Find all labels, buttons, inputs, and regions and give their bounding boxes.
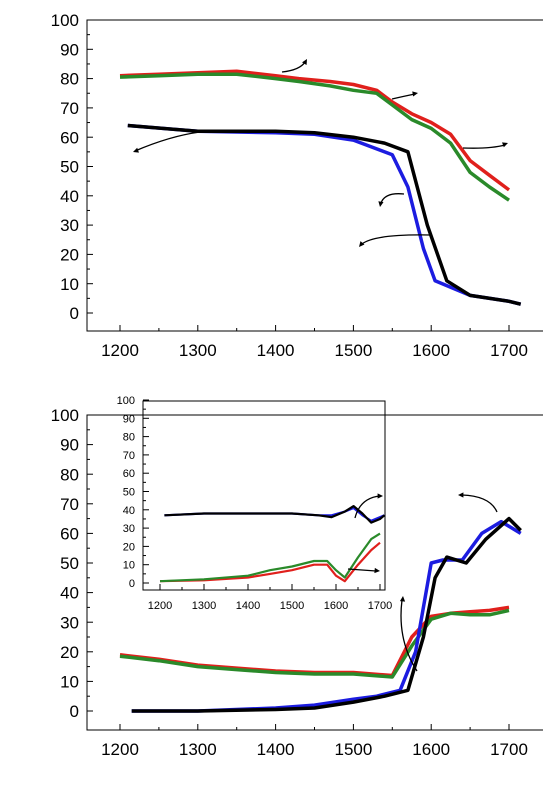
panel-a-x-tick-label: 1400 xyxy=(257,341,295,360)
inset-series-line-2 xyxy=(159,532,381,583)
panel-a-arrow-4 xyxy=(380,193,405,204)
panel-b-arrow-2 xyxy=(461,494,498,513)
panel-b-y-tick-label: 20 xyxy=(60,643,79,662)
panel-b-y-tick-label: 60 xyxy=(60,525,79,544)
panel-b-y-tick-label: 70 xyxy=(60,495,79,514)
panel-b-y-tick-label: 40 xyxy=(60,584,79,603)
inset-y-tick-label: 30 xyxy=(123,523,135,535)
inset-x-tick-label: 1300 xyxy=(192,600,216,612)
panel-a-arrow-3 xyxy=(462,144,506,149)
inset-arrow-1 xyxy=(354,495,381,519)
inset-x-tick-label: 1200 xyxy=(148,600,172,612)
inset-series-line-1 xyxy=(159,541,381,583)
panel-a-y-tick-label: 70 xyxy=(60,99,79,118)
inset-y-tick-label: 70 xyxy=(123,450,135,462)
panel-b-y-tick-label: 90 xyxy=(60,436,79,455)
inset-y-tick-label: 20 xyxy=(123,541,135,553)
panel-a-arrowhead-4 xyxy=(378,201,384,207)
panel-a-arrowhead-1 xyxy=(302,59,307,65)
panel-b-arrowhead-2 xyxy=(458,492,464,498)
panel-b-arrowhead-1 xyxy=(399,596,406,602)
panel-a-arrow-5 xyxy=(361,234,431,245)
panel-a-y-tick-label: 60 xyxy=(60,128,79,147)
panel-b-x-tick-label: 1600 xyxy=(412,740,450,759)
panel-a-x-tick-label: 1300 xyxy=(179,341,217,360)
panel-a-frame xyxy=(86,19,543,332)
inset-arrow-2 xyxy=(347,568,377,572)
panel-b-y-tick-label: 100 xyxy=(51,406,79,425)
inset-y-tick-label: 50 xyxy=(123,486,135,498)
panel-a-y-tick-label: 40 xyxy=(60,187,79,206)
panel-a-y-tick-label: 90 xyxy=(60,40,79,59)
inset-arrowhead-1 xyxy=(377,493,383,499)
panel-b-y-tick-label: 50 xyxy=(60,554,79,573)
panel-b-series-line-2 xyxy=(119,608,510,679)
panel-b-x-tick-label: 1200 xyxy=(101,740,139,759)
panel-b-panel: 1200 1300 1400 1500 1600 1700 0 10 20 30 40 50 60 70 8… xyxy=(51,406,543,759)
panel-b-x-tick-label: 1300 xyxy=(179,740,217,759)
panel-b-x-tick-label: 1500 xyxy=(334,740,372,759)
panel-a-x-tick-label: 1200 xyxy=(101,341,139,360)
inset-x-tick-label: 1600 xyxy=(324,600,348,612)
panel-a-x-tick-label: 1700 xyxy=(490,341,528,360)
panel-a-series-line-1 xyxy=(119,69,511,192)
panel-b-y-tick-label: 0 xyxy=(70,702,79,721)
panel-a-arrowhead-5 xyxy=(359,241,365,247)
inset-x-tick-label: 1700 xyxy=(368,600,392,612)
inset-y-tick-label: 60 xyxy=(123,468,135,480)
panel-a-x-tick-label: 1500 xyxy=(334,341,372,360)
inset-y-tick-label: 0 xyxy=(129,578,135,590)
panel-a-arrow-2 xyxy=(391,93,416,100)
panel-a-annotation-arrow xyxy=(134,131,201,152)
panel-a-y-tick-label: 30 xyxy=(60,216,79,235)
panel-b-series-line-4 xyxy=(131,516,522,713)
inset-frame xyxy=(142,400,386,591)
panel-a-y-tick-label: 50 xyxy=(60,158,79,177)
inset-y-tick-label: 80 xyxy=(123,432,135,444)
panel-b-y-tick-label: 30 xyxy=(60,613,79,632)
panel-a-series-line-4 xyxy=(127,123,522,306)
panel-a-annotation-arrowhead xyxy=(133,147,139,153)
panel-a-y-tick-label: 10 xyxy=(60,275,79,294)
inset-x-tick-label: 1400 xyxy=(236,600,260,612)
panel-a-arrowhead-3 xyxy=(502,142,508,148)
panel-a-y-tick-label: 100 xyxy=(51,11,79,30)
inset-y-tick-label: 90 xyxy=(123,413,135,425)
panel-a-y-tick-label: 80 xyxy=(60,70,79,89)
panel-a-y-tick-label: 20 xyxy=(60,246,79,265)
panel-a-series-line-2 xyxy=(119,72,510,202)
panel-a-series-line-3 xyxy=(127,123,522,306)
panel-b-x-tick-label: 1700 xyxy=(490,740,528,759)
inset-series-line-4 xyxy=(164,505,386,524)
panel-b-series-line-3 xyxy=(131,519,522,713)
inset-x-tick-label: 1500 xyxy=(280,600,304,612)
panel-a-arrowhead-2 xyxy=(412,91,418,97)
inset-arrowhead-2 xyxy=(374,567,380,574)
panel-a-arrow-1 xyxy=(281,61,306,73)
inset-y-tick-label: 10 xyxy=(123,560,135,572)
inset-y-tick-label: 100 xyxy=(117,395,135,407)
panel-b-x-tick-label: 1400 xyxy=(257,740,295,759)
inset-y-tick-label: 40 xyxy=(123,505,135,517)
inset-panel: 1200 1300 1400 1500 1600 1700 0 10 20 30 40 50 60 70 8… xyxy=(117,395,393,612)
panel-a-y-tick-label: 0 xyxy=(70,304,79,323)
panel-a-x-tick-label: 1600 xyxy=(412,341,450,360)
panel-b-arrow-1 xyxy=(400,599,418,672)
panel-b-y-tick-label: 80 xyxy=(60,465,79,484)
panel-b-frame xyxy=(86,414,543,731)
panel-b-y-tick-label: 10 xyxy=(60,673,79,692)
panel-a-panel: 1200 1300 1400 1500 1600 1700 0 10 20 30 40 50 60 70 8… xyxy=(51,11,543,360)
